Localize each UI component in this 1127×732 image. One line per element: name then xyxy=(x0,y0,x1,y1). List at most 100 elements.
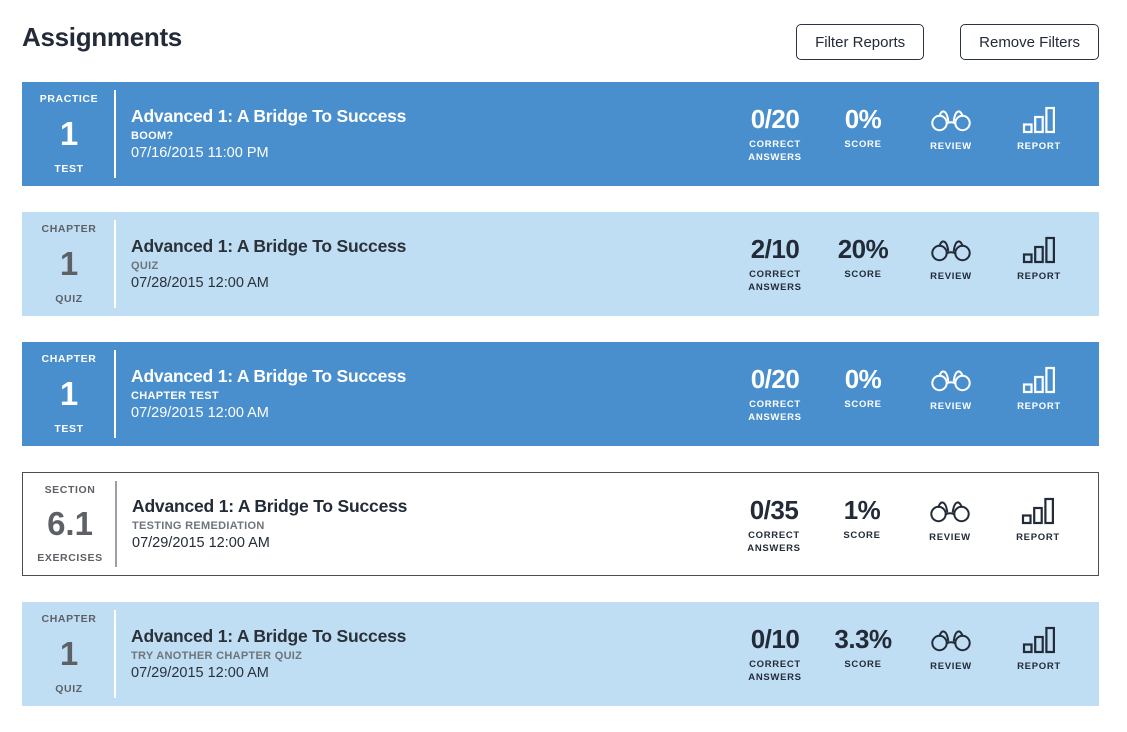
assignment-subtitle: TESTING REMEDIATION xyxy=(132,519,265,532)
report-label: REPORT xyxy=(1017,141,1061,152)
report-button[interactable]: REPORT xyxy=(995,236,1083,284)
report-button[interactable]: REPORT xyxy=(994,497,1082,545)
report-label: REPORT xyxy=(1017,661,1061,672)
assignment-row[interactable]: CHAPTER 1 TEST Advanced 1: A Bridge To S… xyxy=(22,342,1099,446)
badge-kind-label: QUIZ xyxy=(55,292,83,305)
score-label: SCORE xyxy=(844,269,882,280)
assignment-badge: CHAPTER 1 TEST xyxy=(22,342,116,446)
assignment-metrics: 0/10 CORRECT ANSWERS 3.3% SCORE REVIEW RE… xyxy=(731,602,1099,706)
assignment-subtitle: CHAPTER TEST xyxy=(131,389,219,402)
assignment-badge: SECTION 6.1 EXERCISES xyxy=(23,473,117,575)
metric-score: 1% SCORE xyxy=(818,497,906,543)
bar-chart-icon xyxy=(1022,366,1056,394)
assignment-content: Advanced 1: A Bridge To Success CHAPTER … xyxy=(116,342,731,446)
badge-number: 6.1 xyxy=(47,504,93,542)
page-title: Assignments xyxy=(22,22,182,52)
assignment-title: Advanced 1: A Bridge To Success xyxy=(131,235,407,256)
remove-filters-button[interactable]: Remove Filters xyxy=(960,24,1099,60)
review-button[interactable]: REVIEW xyxy=(907,106,995,154)
correct-answers-label: CORRECT ANSWERS xyxy=(748,269,802,293)
review-button[interactable]: REVIEW xyxy=(907,626,995,674)
assignment-date: 07/16/2015 11:00 PM xyxy=(131,144,269,161)
badge-divider xyxy=(114,90,116,178)
metric-score: 3.3% SCORE xyxy=(819,626,907,672)
score-label: SCORE xyxy=(844,399,882,410)
badge-number: 1 xyxy=(59,374,79,412)
correct-answers-value: 0/10 xyxy=(750,624,800,654)
badge-type-label: PRACTICE xyxy=(39,93,99,105)
assignment-badge: CHAPTER 1 QUIZ xyxy=(22,602,116,706)
report-button[interactable]: REPORT xyxy=(995,106,1083,154)
assignment-row[interactable]: SECTION 6.1 EXERCISES Advanced 1: A Brid… xyxy=(22,472,1099,576)
metric-score: 0% SCORE xyxy=(819,366,907,412)
badge-kind-label: QUIZ xyxy=(55,682,83,695)
assignment-row[interactable]: CHAPTER 1 QUIZ Advanced 1: A Bridge To S… xyxy=(22,602,1099,706)
review-label: REVIEW xyxy=(929,532,971,543)
bar-chart-icon xyxy=(1022,236,1056,264)
glasses-icon xyxy=(929,106,973,134)
assignment-date: 07/29/2015 12:00 AM xyxy=(131,404,269,421)
review-label: REVIEW xyxy=(930,271,972,282)
bar-chart-icon xyxy=(1022,626,1056,654)
badge-type-label: CHAPTER xyxy=(41,223,97,235)
assignment-content: Advanced 1: A Bridge To Success TESTING … xyxy=(117,473,730,575)
metric-correct-answers: 0/10 CORRECT ANSWERS xyxy=(731,626,819,685)
report-label: REPORT xyxy=(1017,401,1061,412)
review-button[interactable]: REVIEW xyxy=(907,236,995,284)
assignment-badge: PRACTICE 1 TEST xyxy=(22,82,116,186)
score-label: SCORE xyxy=(843,530,881,541)
header-button-group: Filter Reports Remove Filters xyxy=(796,24,1099,60)
badge-number: 1 xyxy=(59,244,79,282)
assignment-subtitle: TRY ANOTHER CHAPTER QUIZ xyxy=(131,649,303,662)
glasses-icon xyxy=(929,366,973,394)
review-button[interactable]: REVIEW xyxy=(906,497,994,545)
badge-type-label: SECTION xyxy=(44,484,96,496)
metric-score: 0% SCORE xyxy=(819,106,907,152)
correct-answers-label: CORRECT ANSWERS xyxy=(748,659,802,683)
metric-correct-answers: 0/35 CORRECT ANSWERS xyxy=(730,497,818,556)
bar-chart-icon xyxy=(1022,106,1056,134)
metric-correct-answers: 0/20 CORRECT ANSWERS xyxy=(731,366,819,425)
review-label: REVIEW xyxy=(930,141,972,152)
assignment-content: Advanced 1: A Bridge To Success TRY ANOT… xyxy=(116,602,731,706)
badge-kind-label: EXERCISES xyxy=(37,551,103,564)
assignment-metrics: 2/10 CORRECT ANSWERS 20% SCORE REVIEW REP… xyxy=(731,212,1099,316)
bar-chart-icon xyxy=(1021,497,1055,525)
assignment-row[interactable]: PRACTICE 1 TEST Advanced 1: A Bridge To … xyxy=(22,82,1099,186)
assignments-list: PRACTICE 1 TEST Advanced 1: A Bridge To … xyxy=(22,82,1099,732)
review-button[interactable]: REVIEW xyxy=(907,366,995,414)
correct-answers-label: CORRECT ANSWERS xyxy=(748,399,802,423)
badge-divider xyxy=(115,481,117,567)
badge-kind-label: TEST xyxy=(54,422,84,435)
assignment-date: 07/29/2015 12:00 AM xyxy=(131,664,269,681)
assignment-metrics: 0/20 CORRECT ANSWERS 0% SCORE REVIEW REPO… xyxy=(731,82,1099,186)
score-value: 0% xyxy=(844,104,882,134)
report-label: REPORT xyxy=(1016,532,1060,543)
assignment-date: 07/28/2015 12:00 AM xyxy=(131,274,269,291)
correct-answers-value: 0/20 xyxy=(750,364,800,394)
metric-correct-answers: 0/20 CORRECT ANSWERS xyxy=(731,106,819,165)
assignment-row[interactable]: CHAPTER 1 QUIZ Advanced 1: A Bridge To S… xyxy=(22,212,1099,316)
report-label: REPORT xyxy=(1017,271,1061,282)
badge-divider xyxy=(114,220,116,308)
assignment-subtitle: QUIZ xyxy=(131,259,159,272)
report-button[interactable]: REPORT xyxy=(995,366,1083,414)
glasses-icon xyxy=(929,236,973,264)
score-value: 0% xyxy=(844,364,882,394)
score-value: 1% xyxy=(843,495,881,525)
report-button[interactable]: REPORT xyxy=(995,626,1083,674)
filter-reports-button[interactable]: Filter Reports xyxy=(796,24,925,60)
assignment-subtitle: BOOM? xyxy=(131,129,174,142)
correct-answers-value: 2/10 xyxy=(750,234,800,264)
glasses-icon xyxy=(928,497,972,525)
badge-type-label: CHAPTER xyxy=(41,353,97,365)
assignment-content: Advanced 1: A Bridge To Success QUIZ 07/… xyxy=(116,212,731,316)
assignment-title: Advanced 1: A Bridge To Success xyxy=(131,365,407,386)
badge-kind-label: TEST xyxy=(54,162,84,175)
glasses-icon xyxy=(929,626,973,654)
assignment-title: Advanced 1: A Bridge To Success xyxy=(132,495,408,516)
assignment-metrics: 0/35 CORRECT ANSWERS 1% SCORE REVIEW REPO… xyxy=(730,473,1098,575)
correct-answers-label: CORRECT ANSWERS xyxy=(747,530,801,554)
correct-answers-value: 0/35 xyxy=(749,495,799,525)
